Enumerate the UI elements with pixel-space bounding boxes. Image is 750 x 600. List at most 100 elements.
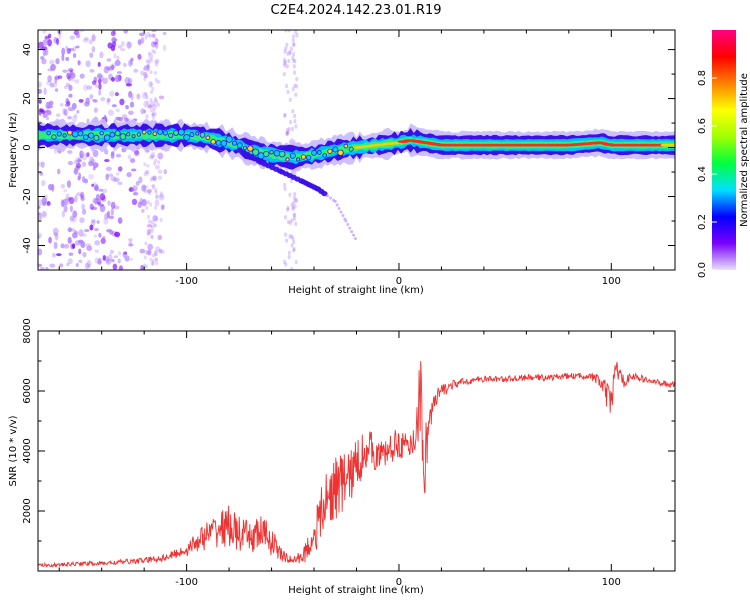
ridge-blob [285, 157, 290, 162]
noise-speck [52, 227, 59, 235]
noise-speck [149, 108, 156, 113]
noise-speck [282, 259, 286, 265]
noise-speck [61, 53, 65, 62]
noise-speck [151, 86, 155, 91]
noise-speck [143, 109, 147, 114]
noise-speck [73, 168, 79, 175]
noise-speck [40, 56, 45, 60]
noise-speck [81, 208, 87, 215]
ridge-blob [225, 135, 233, 143]
noise-speck [150, 220, 154, 225]
noise-speck [63, 243, 69, 249]
noise-speck [149, 97, 153, 102]
noise-speck [154, 60, 159, 67]
noise-speck [154, 100, 159, 104]
noise-speck [287, 127, 291, 132]
noise-speck [66, 100, 71, 107]
noise-speck [91, 80, 97, 86]
noise-speck [155, 216, 159, 221]
ridge-blob [327, 148, 333, 154]
noise-speck [111, 259, 115, 263]
noise-speck [147, 104, 153, 109]
noise-speck [151, 49, 155, 54]
noise-speck [288, 139, 292, 145]
noise-speck [86, 245, 93, 251]
noise-speck [154, 205, 158, 210]
noise-speck [105, 66, 112, 71]
noise-speck [66, 180, 71, 188]
noise-speck [86, 152, 90, 157]
noise-speck [146, 64, 150, 69]
spectrogram-plot-area [38, 30, 675, 270]
noise-speck [146, 100, 150, 105]
noise-speck [74, 231, 79, 235]
noise-speck [146, 65, 150, 71]
noise-speck [87, 263, 91, 269]
x-tick-label: -100 [175, 276, 198, 287]
noise-speck [293, 83, 297, 88]
noise-speck [292, 42, 296, 47]
noise-speck [150, 90, 154, 95]
noise-speck [74, 79, 80, 84]
noise-speck [53, 232, 58, 237]
noise-speck [129, 158, 136, 163]
noise-speck [137, 39, 142, 46]
noise-speck [94, 249, 100, 253]
noise-speck [294, 92, 298, 97]
noise-speck [119, 98, 125, 106]
noise-speck [161, 203, 165, 210]
noise-speck [143, 162, 147, 167]
noise-speck [92, 99, 98, 103]
noise-speck [47, 105, 54, 109]
ridge-blob [210, 139, 216, 145]
noise-speck [117, 44, 123, 49]
noise-speck [293, 171, 297, 176]
noise-speck [94, 185, 99, 192]
noise-speck [60, 243, 65, 249]
noise-speck [94, 227, 99, 232]
noise-speck [140, 37, 145, 44]
noise-speck [48, 183, 53, 191]
spectrogram-ridge [38, 118, 675, 174]
snr-plot-area [38, 360, 675, 568]
ridge-blob [136, 132, 142, 137]
noise-speck [69, 72, 76, 79]
noise-speck [154, 188, 158, 193]
noise-speck [77, 60, 81, 66]
noise-speck [283, 60, 287, 65]
noise-speck [59, 263, 64, 268]
noise-speck [65, 82, 71, 88]
noise-speck [78, 248, 82, 255]
noise-speck [97, 61, 101, 67]
noise-speck [282, 71, 286, 77]
noise-speck [42, 113, 48, 118]
noise-speck [90, 159, 96, 164]
noise-speck [75, 240, 81, 246]
noise-speck [118, 251, 122, 256]
noise-speck [105, 255, 110, 264]
noise-speck [293, 113, 297, 119]
ridge-blob [56, 131, 62, 137]
noise-speck [287, 58, 291, 64]
noise-speck [147, 64, 151, 72]
colorbar: 0.0 0.2 0.4 0.6 0.8 Normalized spectral ampl… [697, 30, 750, 278]
noise-speck [149, 257, 153, 262]
noise-speck [67, 150, 73, 154]
noise-speck [38, 161, 43, 167]
noise-speck [156, 102, 161, 107]
ridge-blob [236, 142, 243, 149]
noise-speck [117, 258, 121, 264]
noise-speck [148, 250, 152, 255]
noise-speck [150, 235, 154, 240]
noise-speck [114, 92, 119, 97]
noise-speck [99, 51, 104, 59]
colorbar-tick-label: 0.8 [697, 70, 708, 86]
noise-speck [149, 202, 153, 207]
noise-speck [284, 232, 288, 237]
noise-speck [157, 160, 161, 165]
x-tick-label: 0 [396, 276, 402, 287]
noise-speck [109, 90, 115, 97]
branch-blob [344, 219, 348, 223]
ridge-blob [157, 129, 163, 135]
noise-speck [38, 88, 42, 94]
